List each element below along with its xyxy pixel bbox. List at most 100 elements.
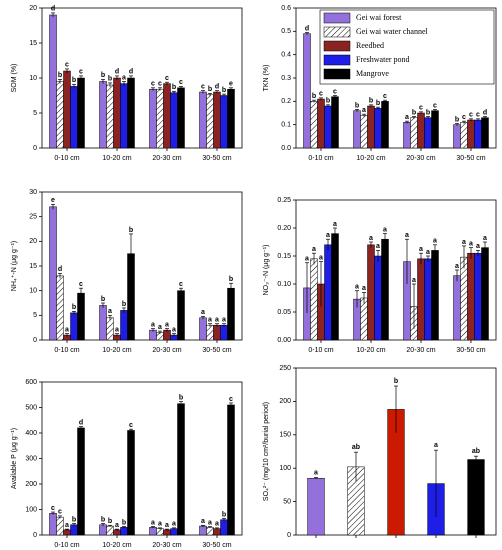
significance-letter: b (72, 77, 76, 84)
significance-letter: a (65, 522, 69, 529)
bar (424, 117, 432, 149)
y-tick-label: 10 (29, 288, 37, 295)
significance-letter: a (151, 519, 155, 526)
y-tick-label: 400 (25, 430, 37, 437)
significance-letter: c (58, 509, 62, 516)
significance-letter: a (215, 521, 219, 528)
bar (99, 524, 107, 536)
bar (120, 527, 128, 536)
bar (77, 292, 85, 341)
bar (331, 96, 339, 149)
y-tick-label: 50 (283, 498, 291, 505)
bar (310, 258, 318, 341)
bar (331, 233, 339, 341)
significance-letter: b (172, 84, 176, 91)
bar (106, 84, 114, 149)
significance-letter: a (158, 324, 162, 331)
plot-frame (41, 381, 243, 536)
bar (367, 105, 375, 149)
x-tick-label: 10-20 cm (356, 347, 385, 354)
significance-letter: a (215, 317, 219, 324)
significance-letter: b (222, 87, 226, 94)
bar (177, 87, 185, 149)
bar (120, 310, 128, 341)
bar (156, 528, 164, 536)
significance-letter: b (108, 518, 112, 525)
significance-letter: b (369, 98, 373, 105)
significance-letter: a (158, 521, 162, 528)
bar (156, 88, 164, 149)
significance-letter: b (412, 109, 416, 116)
significance-letter: a (462, 239, 466, 246)
bar (149, 527, 157, 536)
significance-letter: c (179, 79, 183, 86)
significance-letter: b (101, 516, 105, 523)
y-tick-label: 0.15 (277, 253, 291, 260)
y-tick-label: 20 (29, 5, 37, 12)
bar (324, 105, 332, 149)
x-tick-label: 0-10 cm (54, 155, 79, 162)
bar (113, 529, 121, 536)
significance-letter: b (179, 394, 183, 401)
x-tick-label: 20-30 cm (152, 542, 181, 549)
bar (307, 477, 325, 536)
significance-letter: a (412, 277, 416, 284)
bar (106, 525, 114, 536)
y-tick-label: 0 (33, 337, 37, 344)
significance-letter: d (305, 25, 309, 32)
bar (453, 275, 461, 341)
significance-letter: a (208, 317, 212, 324)
y-tick-label: 30 (29, 189, 37, 196)
y-tick-label: 0.5 (281, 28, 291, 35)
bar (424, 258, 432, 341)
x-tick-label: 30-50 cm (456, 347, 485, 354)
bar (353, 110, 361, 149)
significance-letter: a (434, 442, 438, 449)
significance-letter: c (79, 281, 83, 288)
bar (170, 528, 178, 536)
bar (63, 70, 71, 149)
significance-letter: c (65, 62, 69, 69)
y-tick-label: 0.1 (281, 122, 291, 129)
significance-letter: d (79, 419, 83, 426)
bar (49, 14, 57, 149)
x-tick-label: 20-30 cm (406, 347, 435, 354)
bar (163, 529, 171, 536)
significance-letter: a (426, 249, 430, 256)
significance-letter: a (326, 232, 330, 239)
y-tick-label: 600 (25, 379, 37, 386)
significance-letter: c (51, 505, 55, 512)
y-tick-label: 10 (29, 75, 37, 82)
significance-letter: a (165, 522, 169, 529)
bar (310, 101, 318, 149)
bar (367, 244, 375, 341)
legend-swatch (323, 40, 351, 52)
significance-letter: a (151, 321, 155, 328)
significance-letter: c (179, 281, 183, 288)
y-tick-label: 0 (33, 532, 37, 539)
y-tick-label: 5 (33, 312, 37, 319)
significance-letter: c (319, 91, 323, 98)
significance-letter: a (362, 107, 366, 114)
significance-letter: ab (472, 448, 480, 455)
bar (317, 98, 325, 149)
bar (99, 81, 107, 149)
bar (177, 403, 185, 536)
significance-letter: a (469, 240, 473, 247)
bar (206, 94, 214, 149)
significance-letter: a (65, 326, 69, 333)
significance-letter: a (172, 521, 176, 528)
significance-letter: d (215, 83, 219, 90)
bar (149, 88, 157, 149)
y-tick-label: 100 (25, 506, 37, 513)
y-axis-label: NO₃⁻-N (μg g⁻¹) (263, 245, 270, 296)
bar (460, 256, 468, 341)
bar (77, 427, 85, 536)
bar (481, 117, 489, 149)
bar (431, 250, 439, 341)
significance-letter: b (455, 116, 459, 123)
bar (213, 324, 221, 341)
significance-letter: c (333, 88, 337, 95)
significance-letter: d (51, 6, 55, 13)
significance-letter: a (376, 243, 380, 250)
